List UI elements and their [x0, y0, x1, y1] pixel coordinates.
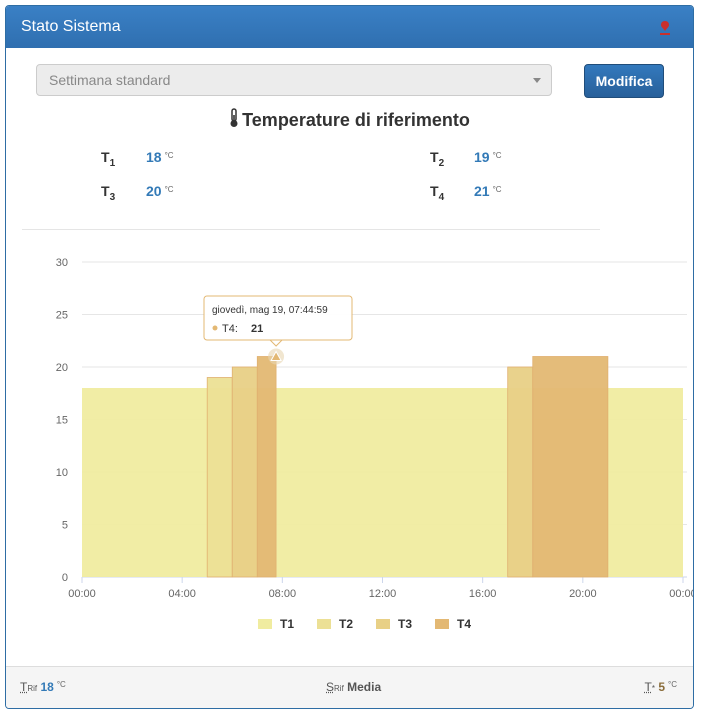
area-segment-t3[interactable] — [231, 366, 258, 578]
legend-swatch-t2[interactable] — [317, 619, 331, 629]
schedule-select-value: Settimana standard — [49, 72, 171, 88]
area-segment-t3[interactable] — [507, 366, 534, 578]
temperature-chart[interactable]: 0 5 10 15 20 25 30 00:00 04:00 08:00 12:00 16:00 20:… — [6, 242, 694, 652]
footer-ref-temp-sub: Rif — [27, 684, 38, 693]
area-segment-t4[interactable] — [532, 356, 609, 578]
x-tick-label: 20:00 — [569, 588, 597, 600]
ref-t3-letter: T — [101, 183, 110, 199]
tooltip-title: giovedì, mag 19, 07:44:59 — [212, 305, 328, 316]
ref-t2-unit: °C — [492, 151, 502, 160]
ref-t3-unit: °C — [164, 185, 174, 194]
ref-t4-number: 21 — [474, 183, 490, 199]
area-segment-t1[interactable] — [276, 388, 508, 577]
ref-t3-label: T3 — [101, 183, 115, 203]
ref-t3-sub: 3 — [109, 191, 116, 203]
x-tick-label: 00:00 — [68, 588, 96, 600]
tooltip-series-dot — [212, 325, 218, 331]
area-segment-t1[interactable] — [607, 388, 683, 577]
y-tick-label: 5 — [62, 520, 68, 532]
ref-t2-label: T2 — [430, 149, 444, 169]
footer-antifreeze-value: 5 — [658, 680, 666, 694]
footer-antifreeze-temp: T* 5 °C — [645, 680, 677, 694]
legend-label-t4[interactable]: T4 — [457, 617, 471, 631]
ref-t1-sub: 1 — [109, 157, 116, 169]
reference-title-text: Temperature di riferimento — [242, 110, 470, 130]
footer-antifreeze-letter: T — [644, 680, 652, 694]
ref-t1-unit: °C — [164, 151, 174, 160]
legend-label-t3[interactable]: T3 — [398, 617, 412, 631]
footer-ref-temp-value: 18 — [40, 680, 54, 694]
edit-button[interactable]: Modifica — [584, 64, 664, 98]
ref-t1-letter: T — [101, 149, 110, 165]
ref-t1-label: T1 — [101, 149, 115, 169]
tooltip-value: 21 — [251, 323, 263, 335]
schedule-select[interactable]: Settimana standard — [36, 64, 552, 96]
ref-t2-value: 19 °C — [474, 149, 502, 165]
ref-t3-value: 20 °C — [146, 183, 174, 199]
hover-marker — [270, 350, 282, 361]
legend-label-t1[interactable]: T1 — [280, 617, 294, 631]
footer-ref-mode: SRif Media — [326, 680, 381, 694]
ref-t4-sub: 4 — [438, 191, 445, 203]
x-tick-label: 00:00 — [669, 588, 694, 600]
section-divider — [22, 229, 600, 230]
footer-ref-mode-sub: Rif — [334, 684, 344, 693]
area-segment-t2[interactable] — [206, 377, 233, 578]
footer-ref-temp-letter: T — [20, 680, 28, 694]
ref-t1-number: 18 — [146, 149, 162, 165]
x-tick-label: 08:00 — [269, 588, 297, 600]
reference-title: Temperature di riferimento — [6, 108, 693, 131]
area-segment-t1[interactable] — [82, 388, 208, 577]
y-tick-label: 10 — [56, 467, 68, 479]
ref-t4-letter: T — [430, 183, 439, 199]
thermometer-icon — [230, 108, 238, 127]
area-segment-t4[interactable] — [256, 356, 277, 578]
footer-ref-temp: TRif 18 °C — [20, 680, 66, 694]
footer-antifreeze-sub: * — [651, 684, 655, 693]
legend-swatch-t4[interactable] — [435, 619, 449, 629]
ref-t3-number: 20 — [146, 183, 162, 199]
panel-title: Stato Sistema — [21, 18, 121, 35]
legend-label-t2[interactable]: T2 — [339, 617, 353, 631]
y-tick-label: 30 — [56, 257, 68, 269]
x-tick-label: 12:00 — [369, 588, 397, 600]
footer-ref-mode-letter: S — [326, 680, 335, 694]
ref-t2-number: 19 — [474, 149, 490, 165]
x-tick-label: 04:00 — [168, 588, 196, 600]
panel-footer: TRif 18 °C SRif Media T* 5 °C — [6, 666, 693, 708]
pin-icon[interactable] — [659, 20, 671, 36]
ref-t4-label: T4 — [430, 183, 444, 203]
ref-t4-unit: °C — [492, 185, 502, 194]
ref-t4-value: 21 °C — [474, 183, 502, 199]
ref-t1-value: 18 °C — [146, 149, 174, 165]
y-tick-label: 20 — [56, 362, 68, 374]
y-tick-label: 0 — [62, 572, 68, 584]
footer-ref-mode-value: Media — [347, 680, 382, 694]
ref-t2-sub: 2 — [438, 157, 445, 169]
legend-swatch-t1[interactable] — [258, 619, 272, 629]
y-tick-label: 25 — [56, 310, 68, 322]
panel-header: Stato Sistema — [6, 6, 693, 48]
tooltip-series: T4: — [222, 323, 238, 335]
y-tick-label: 15 — [56, 415, 68, 427]
system-status-panel: Stato Sistema Settimana standard Modific… — [5, 5, 694, 709]
footer-antifreeze-unit: °C — [668, 680, 677, 689]
x-tick-label: 16:00 — [469, 588, 497, 600]
ref-t2-letter: T — [430, 149, 439, 165]
footer-ref-temp-unit: °C — [56, 680, 66, 689]
legend-swatch-t3[interactable] — [376, 619, 390, 629]
tooltip-pointer — [268, 339, 284, 347]
chevron-down-icon — [533, 78, 541, 83]
